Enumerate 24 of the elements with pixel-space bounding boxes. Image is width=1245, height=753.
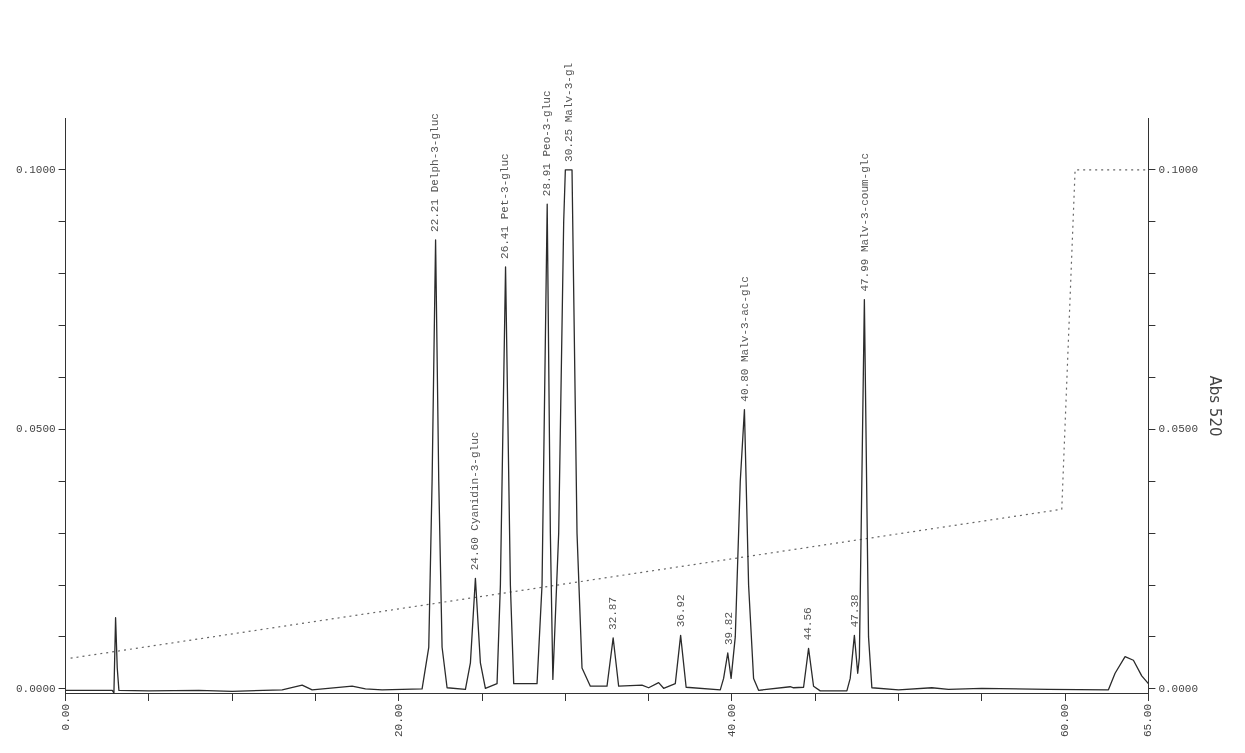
y2-tick-label: 0.0500	[1158, 423, 1198, 436]
x-tick-label: 60.00	[1059, 703, 1072, 738]
annotation: 26.41 Pet-3-gluc	[499, 153, 512, 259]
x-tick-label: 65.00	[1142, 703, 1155, 738]
x-tick-label: 20.00	[392, 703, 405, 738]
annotation: 47.99 Malv-3-coum-glc	[858, 152, 871, 292]
annotation: 28.91 Peo-3-gluc	[541, 90, 554, 197]
annotation: 22.21 Delph-3-gluc	[429, 113, 442, 232]
annotation: 30.25 Malv-3-gl	[563, 62, 576, 162]
annotation: 47.38	[848, 594, 861, 628]
y-tick-label: 0.1000	[16, 163, 56, 176]
y2-tick-label: 0.0000	[1158, 682, 1198, 695]
annotation: 24.60 Cyanidin-3-gluc	[469, 431, 482, 571]
y2-tick-label: 0.1000	[1158, 163, 1198, 176]
annotation: 39.82	[722, 611, 735, 645]
y2-axis-title: Abs 520	[1206, 375, 1225, 437]
y-tick-label: 0.0000	[16, 682, 56, 695]
annotation: 32.87	[607, 596, 620, 630]
x-tick-label: 40.00	[725, 703, 738, 738]
x-tick-label: 0.00	[59, 703, 72, 731]
annotation: 40.80 Malv-3-ac-glc	[739, 276, 752, 402]
annotation: 36.92	[674, 594, 687, 628]
y-tick-label: 0.0500	[16, 423, 56, 436]
annotation: 44.56	[801, 607, 814, 641]
